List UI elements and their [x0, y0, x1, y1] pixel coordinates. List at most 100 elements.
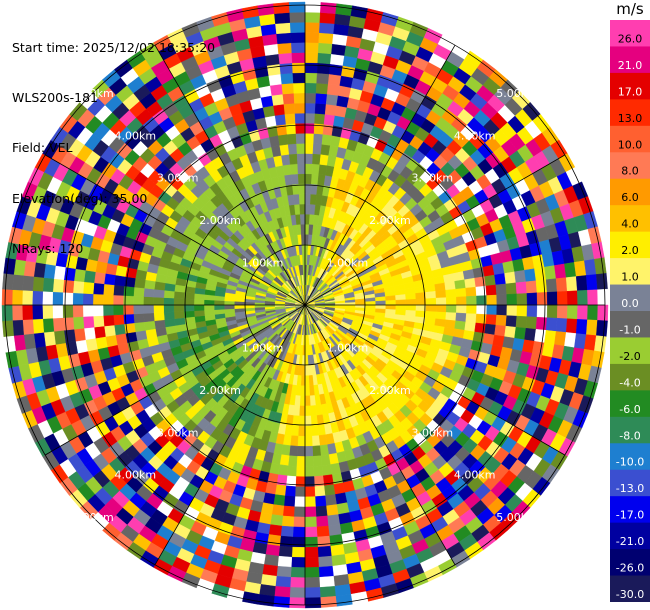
velocity-gate — [291, 173, 299, 185]
velocity-gate — [291, 425, 299, 437]
velocity-gate — [288, 445, 298, 457]
velocity-gate — [534, 329, 547, 344]
velocity-gate — [12, 319, 24, 336]
velocity-gate — [102, 304, 114, 316]
velocity-gate — [304, 597, 322, 609]
colorbar-tick-label: 6.0 — [621, 191, 639, 204]
velocity-gate — [273, 103, 286, 116]
velocity-gate — [312, 455, 323, 467]
start-time: Start time: 2025/12/02 18:35:20 — [12, 39, 216, 55]
velocity-gate — [496, 294, 508, 306]
colorbar-tick-label: 17.0 — [618, 85, 643, 98]
velocity-gate — [282, 505, 295, 518]
velocity-gate — [311, 173, 319, 185]
velocity-gate — [289, 21, 306, 33]
velocity-gate — [314, 485, 326, 497]
velocity-gate — [504, 271, 517, 285]
velocity-gate — [268, 73, 283, 86]
velocity-gate — [280, 72, 294, 85]
velocity-gate — [554, 331, 567, 347]
velocity-gate — [203, 299, 215, 306]
velocity-gate — [495, 314, 507, 327]
velocity-gate — [234, 304, 245, 309]
velocity-gate — [330, 53, 345, 66]
range-ring-label: 3.00km — [412, 426, 454, 439]
colorbar-tick-label: -17.0 — [616, 509, 644, 522]
velocity-gate — [454, 279, 466, 290]
velocity-gate — [316, 72, 330, 85]
velocity-gate — [486, 304, 498, 316]
velocity-gate — [365, 301, 376, 306]
velocity-gate — [294, 203, 301, 215]
velocity-gate — [268, 524, 283, 537]
velocity-gate — [466, 304, 477, 315]
velocity-gate — [283, 103, 296, 115]
velocity-gate — [304, 566, 320, 578]
velocity-gate — [32, 276, 45, 292]
elevation: Elevation(deg): 35.00 — [12, 190, 148, 206]
velocity-gate — [42, 304, 54, 319]
velocity-gate — [465, 286, 477, 297]
velocity-gate — [526, 304, 538, 318]
velocity-gate — [62, 292, 74, 306]
velocity-gate — [279, 535, 294, 548]
velocity-gate — [304, 385, 311, 397]
velocity-gate — [103, 314, 115, 327]
velocity-gate — [304, 355, 309, 366]
velocity-gate — [327, 73, 342, 86]
colorbar-tick-label: 21.0 — [618, 59, 643, 72]
velocity-gate — [112, 304, 124, 316]
velocity-gate — [304, 133, 315, 144]
velocity-gate — [314, 103, 327, 115]
velocity-gate — [308, 385, 315, 397]
velocity-gate — [444, 281, 456, 291]
velocity-gate — [266, 63, 281, 76]
velocity-gate — [315, 92, 328, 105]
velocity-gate — [304, 395, 311, 407]
velocity-gate — [193, 298, 205, 306]
velocity-gate — [289, 587, 306, 599]
colorbar-tick-label: -13.0 — [616, 482, 644, 495]
colorbar: 26.0 21.0 17.0 13.0 10.0 8.0 6.0 4.0 2.0 1.0 0.0 -1… — [610, 20, 650, 602]
velocity-gate — [327, 524, 342, 537]
velocity-gate — [277, 555, 293, 568]
velocity-gate — [288, 597, 306, 609]
velocity-gate — [1, 304, 13, 322]
velocity-gate — [385, 295, 397, 302]
velocity-gate — [456, 304, 467, 314]
velocity-gate — [526, 292, 538, 306]
velocity-gate — [566, 304, 578, 320]
range-ring-label: 1.00km — [327, 341, 369, 354]
velocity-gate — [213, 304, 225, 311]
velocity-gate — [133, 304, 144, 315]
velocity-gate — [279, 62, 294, 75]
velocity-gate — [293, 506, 306, 518]
velocity-gate — [304, 11, 321, 23]
velocity-gate — [304, 365, 309, 376]
velocity-gate — [103, 283, 115, 296]
velocity-gate — [575, 319, 588, 335]
velocity-gate — [287, 455, 298, 467]
velocity-gate — [163, 289, 175, 299]
velocity-gate — [299, 395, 306, 407]
velocity-gate — [299, 203, 306, 215]
velocity-gate — [319, 22, 335, 35]
velocity-gate — [288, 1, 306, 13]
velocity-gate — [405, 298, 417, 306]
velocity-gate — [269, 514, 284, 527]
velocity-gate — [395, 299, 407, 306]
velocity-gate — [375, 296, 386, 302]
velocity-gate — [434, 282, 446, 292]
velocity-gate — [288, 153, 298, 165]
velocity-gate — [494, 273, 507, 286]
range-ring-label: 2.00km — [369, 214, 411, 227]
velocity-gate — [331, 43, 347, 56]
velocity-gate — [274, 484, 287, 497]
velocity-gate — [297, 173, 306, 185]
velocity-gate — [43, 331, 56, 347]
velocity-gate — [405, 293, 417, 300]
velocity-gate — [294, 102, 306, 114]
velocity-gate — [281, 82, 295, 95]
velocity-gate — [301, 234, 306, 245]
velocity-gate — [314, 113, 326, 125]
